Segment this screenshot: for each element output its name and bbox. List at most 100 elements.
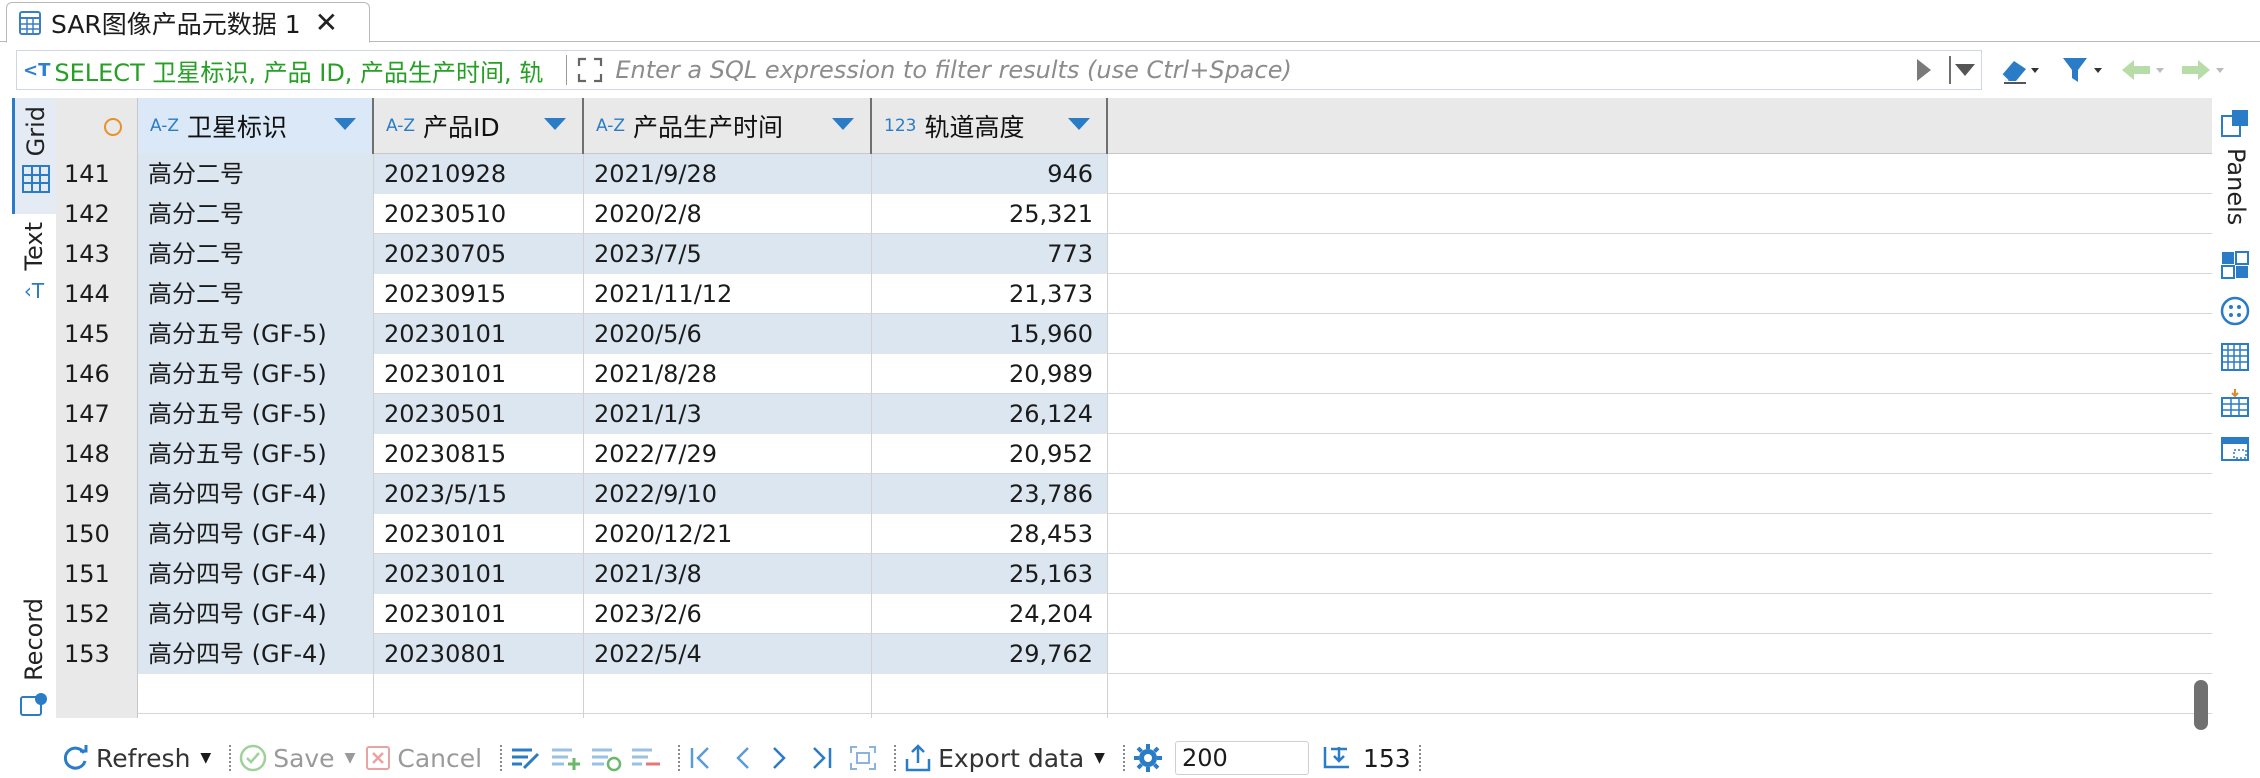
table-cell[interactable]: 23,786: [872, 474, 1108, 514]
table-row[interactable]: 151 高分四号 (GF-4) 20230101 2021/3/8 25,163: [56, 554, 2212, 594]
table-cell[interactable]: 20230101: [374, 314, 584, 354]
column-header-satellite[interactable]: A-Z 卫星标识: [138, 98, 374, 154]
fetch-size-input[interactable]: 200: [1174, 741, 1309, 775]
value-viewer-icon[interactable]: [2220, 296, 2250, 326]
edit-row-icon[interactable]: [510, 744, 542, 772]
run-filter-icon[interactable]: [1917, 59, 1931, 81]
table-cell[interactable]: 24,204: [872, 594, 1108, 634]
table-cell[interactable]: 高分四号 (GF-4): [138, 474, 374, 514]
table-cell[interactable]: 2023/7/5: [584, 234, 872, 274]
table-cell[interactable]: 28,453: [872, 514, 1108, 554]
column-header-product-id[interactable]: A-Z 产品ID: [374, 98, 584, 154]
row-number[interactable]: 141: [56, 154, 138, 194]
chevron-down-icon[interactable]: ▼: [344, 750, 356, 766]
table-cell[interactable]: 25,163: [872, 554, 1108, 594]
table-row[interactable]: 150 高分四号 (GF-4) 20230101 2020/12/21 28,453: [56, 514, 2212, 554]
sql-query-text[interactable]: SELECT 卫星标识, 产品 ID, 产品生产时间, 轨: [54, 58, 544, 87]
forward-button[interactable]: [2180, 52, 2226, 88]
filter-input[interactable]: Enter a SQL expression to filter results…: [615, 56, 1292, 84]
table-row[interactable]: 143 高分二号 20230705 2023/7/5 773: [56, 234, 2212, 274]
sort-arrow-icon[interactable]: [832, 118, 854, 130]
table-cell[interactable]: 高分五号 (GF-5): [138, 394, 374, 434]
table-row[interactable]: 145 高分五号 (GF-5) 20230101 2020/5/6 15,960: [56, 314, 2212, 354]
first-page-icon[interactable]: [688, 744, 716, 772]
table-row[interactable]: 142 高分二号 20230510 2020/2/8 25,321: [56, 194, 2212, 234]
table-cell[interactable]: 20230501: [374, 394, 584, 434]
table-cell[interactable]: 20230101: [374, 594, 584, 634]
tab-record[interactable]: Record: [12, 598, 56, 722]
table-cell[interactable]: 2021/3/8: [584, 554, 872, 594]
sort-arrow-icon[interactable]: [544, 118, 566, 130]
table-cell[interactable]: 2020/12/21: [584, 514, 872, 554]
row-number[interactable]: 151: [56, 554, 138, 594]
table-cell[interactable]: 20230815: [374, 434, 584, 474]
table-cell[interactable]: 20230801: [374, 634, 584, 674]
table-row[interactable]: 144 高分二号 20230915 2021/11/12 21,373: [56, 274, 2212, 314]
metadata-icon[interactable]: [2220, 388, 2250, 418]
table-cell[interactable]: 高分五号 (GF-5): [138, 314, 374, 354]
table-cell[interactable]: 高分四号 (GF-4): [138, 554, 374, 594]
tab-results[interactable]: SAR图像产品元数据 1 ✕: [6, 2, 370, 43]
table-row[interactable]: 146 高分五号 (GF-5) 20230101 2021/8/28 20,989: [56, 354, 2212, 394]
table-cell[interactable]: 高分五号 (GF-5): [138, 434, 374, 474]
table-row[interactable]: 149 高分四号 (GF-4) 2023/5/15 2022/9/10 23,786: [56, 474, 2212, 514]
filter-history-dropdown[interactable]: [1949, 56, 1975, 84]
expand-icon[interactable]: [577, 57, 603, 83]
table-cell[interactable]: 20230915: [374, 274, 584, 314]
table-cell[interactable]: 2022/5/4: [584, 634, 872, 674]
table-cell[interactable]: 20230101: [374, 554, 584, 594]
gear-icon[interactable]: [1133, 743, 1163, 773]
tab-grid[interactable]: Grid: [12, 98, 56, 214]
table-cell[interactable]: 773: [872, 234, 1108, 274]
table-cell[interactable]: 946: [872, 154, 1108, 194]
panels-icon[interactable]: [2220, 108, 2250, 138]
table-cell[interactable]: 20210928: [374, 154, 584, 194]
table-cell[interactable]: 2021/9/28: [584, 154, 872, 194]
table-cell[interactable]: 2022/7/29: [584, 434, 872, 474]
row-number[interactable]: 143: [56, 234, 138, 274]
table-cell[interactable]: 2023/2/6: [584, 594, 872, 634]
chevron-down-icon[interactable]: ▼: [200, 750, 212, 766]
fetch-all-icon[interactable]: [848, 744, 878, 772]
table-cell[interactable]: 高分四号 (GF-4): [138, 634, 374, 674]
row-number[interactable]: 146: [56, 354, 138, 394]
delete-row-icon[interactable]: [630, 744, 662, 772]
export-data-button[interactable]: Export data ▼: [904, 743, 1105, 773]
previous-page-icon[interactable]: [730, 744, 754, 772]
table-cell[interactable]: 高分二号: [138, 274, 374, 314]
filter-button[interactable]: [2060, 52, 2104, 88]
table-cell[interactable]: 2021/1/3: [584, 394, 872, 434]
tab-text[interactable]: Text ‹T: [12, 222, 56, 322]
row-number[interactable]: 153: [56, 634, 138, 674]
add-row-icon[interactable]: [550, 744, 582, 772]
table-row[interactable]: 148 高分五号 (GF-5) 20230815 2022/7/29 20,952: [56, 434, 2212, 474]
row-number[interactable]: 149: [56, 474, 138, 514]
close-icon[interactable]: ✕: [314, 5, 339, 39]
row-number[interactable]: 144: [56, 274, 138, 314]
table-cell[interactable]: 20230101: [374, 514, 584, 554]
table-cell[interactable]: 29,762: [872, 634, 1108, 674]
row-number[interactable]: 150: [56, 514, 138, 554]
last-page-icon[interactable]: [806, 744, 834, 772]
table-cell[interactable]: 高分四号 (GF-4): [138, 594, 374, 634]
table-cell[interactable]: 20230510: [374, 194, 584, 234]
row-number-header[interactable]: [56, 98, 138, 154]
grouping-icon[interactable]: [2220, 342, 2250, 372]
row-number[interactable]: 148: [56, 434, 138, 474]
table-cell[interactable]: 15,960: [872, 314, 1108, 354]
table-cell[interactable]: 20230705: [374, 234, 584, 274]
refresh-button[interactable]: Refresh ▼: [60, 743, 211, 773]
table-cell[interactable]: 2021/11/12: [584, 274, 872, 314]
table-row[interactable]: 153 高分四号 (GF-4) 20230801 2022/5/4 29,762: [56, 634, 2212, 674]
table-cell[interactable]: 2020/5/6: [584, 314, 872, 354]
row-number[interactable]: 152: [56, 594, 138, 634]
table-row[interactable]: 152 高分四号 (GF-4) 20230101 2023/2/6 24,204: [56, 594, 2212, 634]
table-cell[interactable]: 高分二号: [138, 234, 374, 274]
table-cell[interactable]: 高分四号 (GF-4): [138, 514, 374, 554]
layout-icon[interactable]: [2220, 434, 2250, 464]
row-number[interactable]: 142: [56, 194, 138, 234]
sort-arrow-icon[interactable]: [1068, 118, 1090, 130]
sort-arrow-icon[interactable]: [334, 118, 356, 130]
table-cell[interactable]: 高分五号 (GF-5): [138, 354, 374, 394]
table-cell[interactable]: 2020/2/8: [584, 194, 872, 234]
